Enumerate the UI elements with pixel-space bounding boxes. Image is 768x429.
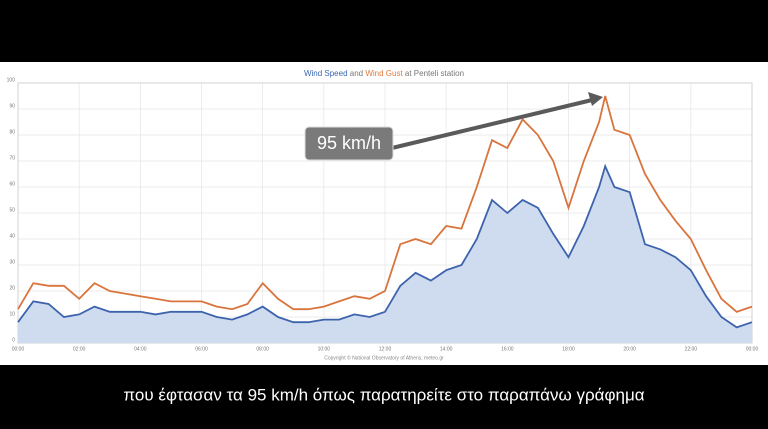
y-tick-label: 70 (9, 155, 15, 161)
credit: Copyright © National Observatory of Athe… (324, 354, 444, 361)
title-part: and (348, 69, 366, 78)
line (17, 163, 753, 329)
x-tick-label: 08:00 (256, 346, 269, 352)
y-tick-label: 90 (9, 103, 15, 109)
y-tick-label: 0 (12, 337, 15, 343)
title-part: Wind Speed (304, 69, 348, 78)
x-tick-label: 04:00 (134, 346, 147, 352)
x-tick-label: 00:00 (12, 346, 25, 352)
plot: 0 10 20 30 40 50 60 70 80 90 100 00:00 02:00 04:00 06:… (7, 77, 759, 352)
x-tick-label: 14:00 (440, 346, 453, 352)
x-tick-label: 06:00 (195, 346, 208, 352)
x-tick-label: 00:00 (746, 346, 759, 352)
y-tick-label: 80 (9, 129, 15, 135)
x-tick-label: 02:00 (73, 346, 86, 352)
video-subtitle: που έφτασαν τα 95 km/h όπως παρατηρείτε … (123, 385, 644, 404)
annotation-box (304, 126, 394, 161)
y-tick-label: 100 (7, 77, 16, 83)
x-tick-label: 12:00 (379, 346, 392, 352)
x-tick-label: 20:00 (623, 346, 636, 352)
annotation: 95 km/h (317, 133, 381, 153)
x-tick-label: 18:00 (562, 346, 575, 352)
title-part: at Penteli station (403, 69, 464, 78)
area (18, 166, 752, 343)
title-part: Wind Gust (365, 69, 403, 78)
x-tick-label: 22:00 (685, 346, 698, 352)
chart-title: Wind Speed and Wind Gust at Penteli stat… (304, 69, 464, 78)
y-tick-label: 20 (9, 285, 15, 291)
arrow-head (588, 92, 603, 106)
y-tick-label: 50 (9, 207, 15, 213)
y-tick-label: 40 (9, 233, 15, 239)
x-tick-label: 16:00 (501, 346, 514, 352)
y-tick-label: 60 (9, 181, 15, 187)
y-tick-label: 10 (9, 311, 15, 317)
line (17, 95, 753, 313)
annotation-arrow (391, 98, 593, 150)
x-tick-label: 10:00 (318, 346, 331, 352)
y-tick-label: 30 (9, 259, 15, 265)
